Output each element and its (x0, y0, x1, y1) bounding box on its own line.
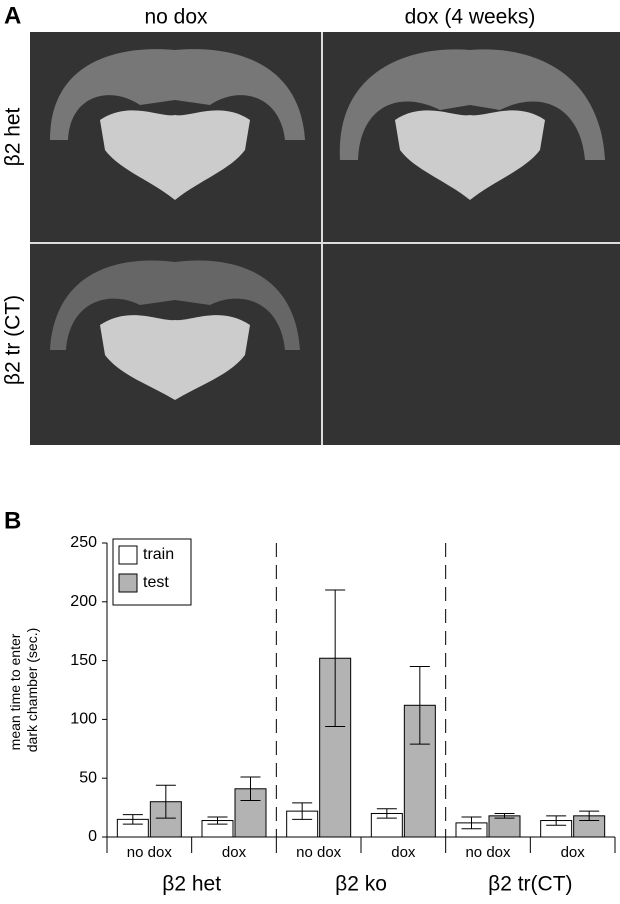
brain-section (339, 49, 605, 200)
error-bar (122, 814, 143, 825)
panel-label: A (4, 2, 21, 29)
column-header: dox (4 weeks) (405, 6, 536, 29)
row-header: β2 tr (CT) (2, 295, 25, 385)
x-tick-label: no dox (296, 844, 342, 861)
group-label: β2 tr(CT) (488, 873, 572, 896)
error-bar (155, 784, 176, 819)
row-header: β2 het (2, 107, 25, 166)
bar (488, 815, 521, 838)
x-tick-label: dox (222, 844, 247, 861)
group-label: β2 het (162, 873, 221, 896)
error-bar (494, 812, 515, 819)
error-bar (240, 776, 261, 802)
legend-swatch (118, 573, 138, 593)
error-bar (461, 816, 482, 830)
error-bar (579, 810, 600, 822)
column-header: no dox (144, 6, 208, 29)
error-bar (409, 665, 430, 745)
error-bar (207, 816, 228, 825)
image-grid (30, 32, 620, 445)
x-tick-label: no dox (127, 844, 173, 861)
legend-label: train (143, 546, 174, 563)
legend-label: test (143, 574, 169, 591)
error-bar (376, 808, 397, 819)
y-axis-label-line: dark chamber (sec.) (24, 628, 40, 752)
y-tick-label: 150 (70, 652, 97, 669)
group-label: β2 ko (335, 873, 387, 896)
x-tick-label: dox (561, 844, 586, 861)
error-bar (292, 802, 313, 820)
y-tick-label: 200 (70, 593, 97, 610)
legend-swatch (118, 545, 138, 565)
brain-section (50, 260, 300, 400)
y-tick-label: 100 (70, 711, 97, 728)
y-tick-label: 250 (70, 534, 97, 551)
brain-section (50, 49, 305, 200)
error-bar (546, 815, 567, 826)
y-axis-label: mean time to enter dark chamber (sec.) (7, 628, 40, 752)
panel-label: B (4, 507, 21, 534)
y-tick-label: 50 (79, 769, 97, 786)
x-tick-label: no dox (465, 844, 511, 861)
error-bar (325, 589, 346, 727)
y-tick-label: 0 (88, 828, 97, 845)
y-axis-label-line: mean time to enter (7, 633, 23, 750)
x-tick-label: dox (391, 844, 416, 861)
